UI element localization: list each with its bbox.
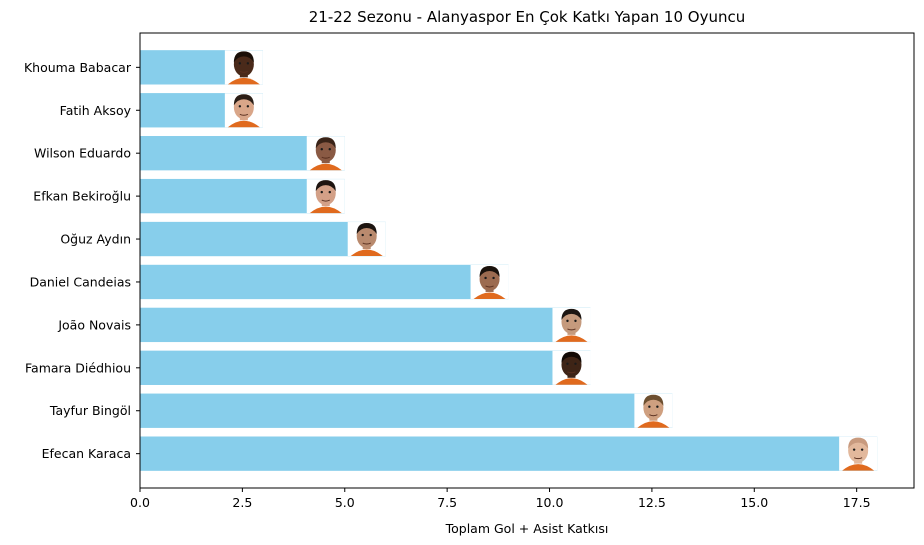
- x-tick-label: 0.0: [130, 495, 150, 510]
- y-tick-label: Famara Diédhiou: [25, 360, 131, 375]
- player-photo-wilson-eduardo: [306, 136, 345, 171]
- y-axis: Khouma Babacar Fatih Aksoy Wilson Eduardo E…: [24, 60, 140, 461]
- bar-tayfur-bingol: [140, 393, 673, 428]
- x-axis-label: Toplam Gol + Asist Katkısı: [445, 521, 609, 536]
- y-tick-label: Khouma Babacar: [24, 60, 132, 75]
- bar-famara-diedhiou: [140, 350, 591, 385]
- y-tick-label: Efecan Karaca: [42, 446, 131, 461]
- x-tick-label: 15.0: [740, 495, 768, 510]
- player-photo-efkan-bekiroglu: [306, 179, 345, 214]
- player-photo-khouma-babacar: [224, 50, 263, 85]
- y-tick-label: Wilson Eduardo: [34, 146, 131, 161]
- player-photo-fatih-aksoy: [224, 93, 263, 128]
- player-photo-daniel-candeias: [470, 264, 509, 299]
- x-tick-label: 17.5: [843, 495, 871, 510]
- x-tick-label: 2.5: [232, 495, 252, 510]
- y-tick-label: Daniel Candeias: [30, 274, 131, 289]
- chart-title: 21-22 Sezonu - Alanyaspor En Çok Katkı Y…: [309, 8, 745, 26]
- y-tick-label: Efkan Bekiroğlu: [33, 189, 131, 204]
- player-photo-joao-novais: [552, 307, 591, 342]
- x-tick-label: 12.5: [638, 495, 666, 510]
- y-tick-label: Fatih Aksoy: [60, 103, 132, 118]
- y-tick-label: João Novais: [57, 317, 131, 332]
- x-tick-label: 10.0: [536, 495, 564, 510]
- player-photo-famara-diedhiou: [552, 350, 591, 385]
- bar-efecan-karaca: [140, 436, 878, 471]
- player-photo-tayfur-bingol: [634, 393, 673, 428]
- x-tick-label: 5.0: [335, 495, 355, 510]
- plot-frame: [139, 32, 915, 489]
- y-tick-label: Tayfur Bingöl: [49, 403, 131, 418]
- x-tick-label: 7.5: [437, 495, 457, 510]
- player-photo-oguz-ayd-n: [347, 222, 386, 257]
- bar-oguz-ayd-n: [140, 221, 386, 257]
- player-photo-efecan-karaca: [839, 436, 878, 471]
- y-tick-label: Oğuz Aydın: [60, 232, 131, 247]
- player-photos-layer: [224, 50, 878, 471]
- bar-joao-novais: [140, 307, 591, 343]
- bar-daniel-candeias: [140, 264, 509, 300]
- x-axis: 0.0 2.5 5.0 7.5 10.0 12.5 15.0 17.5: [130, 488, 871, 510]
